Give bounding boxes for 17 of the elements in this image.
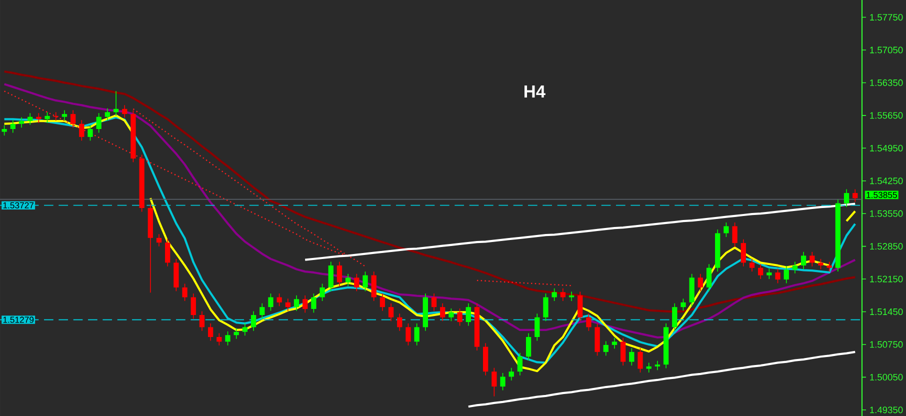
y-tick-label: 1.50050 (870, 374, 903, 380)
y-tick-label: 1.57050 (870, 46, 903, 54)
y-tick-label: 1.52150 (870, 276, 903, 282)
ref-line-label: 1.53855 (866, 192, 897, 198)
text: H4 (524, 86, 546, 98)
y-tick-label: 1.52850 (870, 243, 903, 250)
y-tick-label: 1.50750 (870, 341, 903, 348)
y-tick-label: 1.57750 (870, 14, 903, 21)
y-tick-label: 1.55650 (870, 112, 903, 119)
ref-line-label: 1.53727 (3, 202, 34, 208)
y-tick-label: 1.54950 (870, 144, 903, 152)
y-tick-label: 1.53550 (870, 210, 903, 217)
y-tick-label: 1.51450 (870, 308, 903, 316)
y-tick-label: 1.49350 (870, 406, 903, 414)
y-tick-label: 1.54250 (870, 178, 903, 184)
y-tick-label: 1.56350 (870, 79, 903, 86)
ref-line-label: 1.51279 (3, 316, 34, 323)
